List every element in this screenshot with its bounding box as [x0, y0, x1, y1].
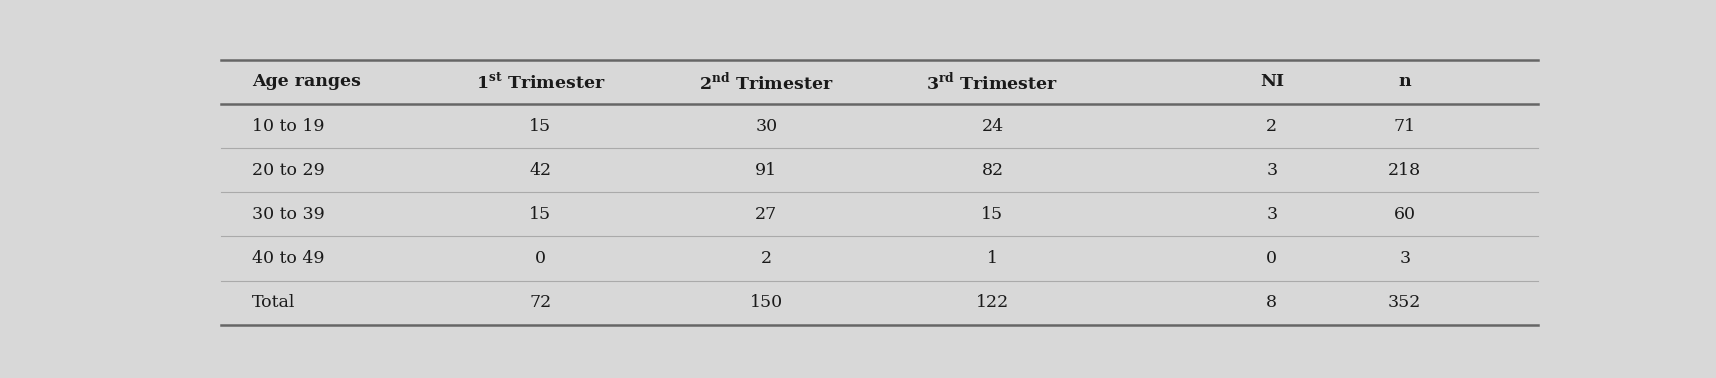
Text: 150: 150 — [750, 294, 782, 311]
Text: 30: 30 — [755, 118, 777, 135]
Text: 91: 91 — [755, 162, 777, 179]
Text: 218: 218 — [1388, 162, 1421, 179]
Text: 0: 0 — [535, 250, 546, 267]
Text: 2$^{\mathregular{nd}}$ Trimester: 2$^{\mathregular{nd}}$ Trimester — [698, 71, 834, 93]
Text: 1: 1 — [987, 250, 999, 267]
Text: 352: 352 — [1388, 294, 1421, 311]
Text: 30 to 39: 30 to 39 — [252, 206, 324, 223]
Text: 40 to 49: 40 to 49 — [252, 250, 324, 267]
Text: 1$^{\mathregular{st}}$ Trimester: 1$^{\mathregular{st}}$ Trimester — [475, 72, 606, 92]
Text: Total: Total — [252, 294, 295, 311]
Text: n: n — [1399, 73, 1411, 90]
Text: 2: 2 — [760, 250, 772, 267]
Text: NI: NI — [1260, 73, 1284, 90]
Text: 82: 82 — [982, 162, 1004, 179]
Text: 0: 0 — [1266, 250, 1277, 267]
Text: 72: 72 — [529, 294, 551, 311]
Text: Age ranges: Age ranges — [252, 73, 360, 90]
Text: 122: 122 — [976, 294, 1009, 311]
Text: 60: 60 — [1393, 206, 1416, 223]
Text: 15: 15 — [529, 206, 551, 223]
Text: 3: 3 — [1266, 206, 1277, 223]
Text: 3: 3 — [1399, 250, 1411, 267]
Text: 27: 27 — [755, 206, 777, 223]
Text: 8: 8 — [1266, 294, 1277, 311]
Text: 15: 15 — [982, 206, 1004, 223]
Text: 3: 3 — [1266, 162, 1277, 179]
Text: 3$^{\mathregular{rd}}$ Trimester: 3$^{\mathregular{rd}}$ Trimester — [927, 71, 1059, 93]
Text: 20 to 29: 20 to 29 — [252, 162, 324, 179]
Text: 10 to 19: 10 to 19 — [252, 118, 324, 135]
Text: 71: 71 — [1393, 118, 1416, 135]
Text: 2: 2 — [1266, 118, 1277, 135]
Text: 15: 15 — [529, 118, 551, 135]
Text: 24: 24 — [982, 118, 1004, 135]
Text: 42: 42 — [529, 162, 551, 179]
